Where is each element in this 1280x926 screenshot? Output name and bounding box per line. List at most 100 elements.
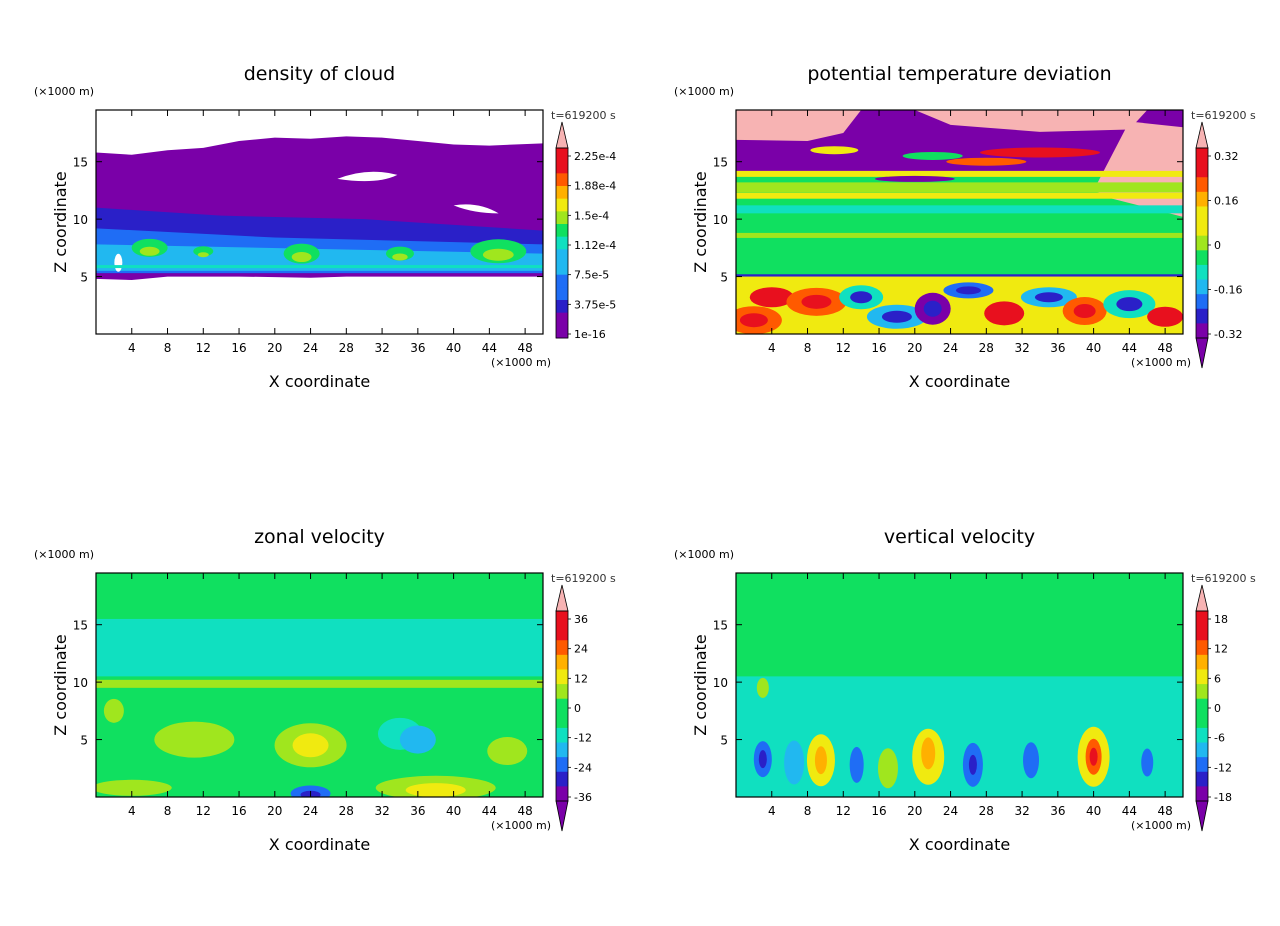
x-tick-label: 44 (482, 341, 497, 355)
x-tick-label: 8 (164, 341, 172, 355)
y-axis-unit: (×1000 m) (674, 548, 734, 561)
y-tick-label: 5 (720, 271, 728, 285)
colorbar-segment (556, 713, 568, 729)
x-tick-label: 8 (804, 341, 812, 355)
colorbar-frame (555, 610, 569, 802)
colorbar-segment (556, 224, 568, 238)
x-tick-label: 36 (1050, 341, 1065, 355)
colorbar-segment (556, 611, 568, 627)
colorbar-segment (1196, 294, 1208, 310)
x-tick-label: 24 (943, 804, 958, 818)
x-tick-label: 4 (128, 804, 136, 818)
x-tick-label: 44 (1122, 341, 1137, 355)
x-tick-label: 16 (231, 804, 246, 818)
colorbar-label: -12 (574, 732, 592, 745)
x-tick-label: 36 (1050, 804, 1065, 818)
colorbar-segment (556, 312, 568, 326)
x-tick-label: 12 (196, 804, 211, 818)
panel-2: potential temperature deviation (×1000 m)… (674, 63, 1256, 391)
chart-title: vertical velocity (884, 526, 1035, 548)
colorbar-label: -36 (574, 791, 592, 804)
colorbar-segment (556, 236, 568, 250)
colorbar-extend-max (1195, 584, 1209, 612)
colorbar-segment (1196, 640, 1208, 656)
x-tick-label: 32 (1014, 804, 1029, 818)
x-tick-label: 20 (267, 804, 282, 818)
colorbar-segment (1196, 625, 1208, 641)
colorbar-extend-max (555, 121, 569, 149)
colorbar-label: 12 (1214, 643, 1228, 656)
colorbar-extend-max (1195, 121, 1209, 149)
colorbar-segment (556, 287, 568, 301)
x-tick-label: 16 (871, 341, 886, 355)
y-tick-label: 5 (80, 734, 88, 748)
y-tick-label: 5 (80, 271, 88, 285)
colorbar-label: -0.32 (1214, 328, 1242, 341)
colorbar-label: 12 (574, 672, 588, 685)
x-tick-label: 48 (517, 804, 532, 818)
colorbar-label: -24 (574, 761, 592, 774)
colorbar-segment (556, 669, 568, 685)
colorbar-label: 1e-16 (574, 328, 606, 341)
colorbar-segment (1196, 786, 1208, 802)
colorbar: 36 24 12 0 -12 -24 -36 (555, 584, 592, 832)
colorbar-label: 0 (1214, 239, 1221, 252)
colorbar-segment (1196, 221, 1208, 237)
x-axis-label: X coordinate (269, 372, 370, 391)
plot-frame (735, 572, 1184, 798)
colorbar-segment (1196, 250, 1208, 266)
colorbar-label: 7.5e-5 (574, 269, 609, 282)
colorbar-segment (1196, 323, 1208, 339)
colorbar-label: -6 (1214, 732, 1225, 745)
x-tick-label: 16 (231, 341, 246, 355)
colorbar-label: 18 (1214, 613, 1228, 626)
x-tick-label: 8 (804, 804, 812, 818)
x-tick-label: 44 (1122, 804, 1137, 818)
colorbar-label: 0 (574, 702, 581, 715)
colorbar-segment (556, 148, 568, 162)
contour-field (736, 573, 1183, 797)
x-axis-unit: (×1000 m) (1131, 356, 1191, 369)
colorbar-segment (556, 186, 568, 200)
colorbar-segment (556, 300, 568, 314)
colorbar-label: 0.16 (1214, 195, 1239, 208)
colorbar: 0.32 0.16 0 -0.16 -0.32 (1195, 121, 1242, 369)
colorbar-segment (556, 786, 568, 802)
colorbar-segment (556, 742, 568, 758)
colorbar-extend-min (555, 800, 569, 832)
colorbar-segment (556, 249, 568, 263)
colorbar-label: 2.25e-4 (574, 150, 616, 163)
colorbar-segment (1196, 698, 1208, 714)
y-tick-label: 15 (713, 156, 728, 170)
colorbar-segment (556, 274, 568, 288)
colorbar-segment (556, 727, 568, 744)
x-tick-label: 24 (303, 804, 318, 818)
x-tick-label: 20 (267, 341, 282, 355)
x-axis-label: X coordinate (269, 835, 370, 854)
plot-frame (95, 572, 544, 798)
colorbar-segment (1196, 611, 1208, 627)
time-label: t=619200 s (551, 109, 616, 122)
colorbar-label: 36 (574, 613, 588, 626)
time-label: t=619200 s (1191, 109, 1256, 122)
contour-field (96, 110, 543, 334)
contour-field (96, 573, 543, 797)
colorbar-label: 0 (1214, 702, 1221, 715)
y-tick-label: 15 (73, 156, 88, 170)
y-axis-label: Z coordinate (691, 171, 710, 272)
colorbar-segment (556, 640, 568, 656)
colorbar-label: 3.75e-5 (574, 298, 616, 311)
colorbar: 2.25e-4 1.88e-4 1.5e-4 1.12e-4 7.5e-5 3.75e-5… (555, 121, 616, 341)
x-tick-label: 12 (196, 341, 211, 355)
x-tick-label: 36 (410, 341, 425, 355)
colorbar-label: 6 (1214, 672, 1221, 685)
colorbar-segment (556, 771, 568, 787)
x-tick-label: 24 (303, 341, 318, 355)
y-tick-label: 15 (713, 619, 728, 633)
y-axis-unit: (×1000 m) (34, 548, 94, 561)
x-tick-label: 16 (871, 804, 886, 818)
colorbar-segment (1196, 279, 1208, 295)
colorbar-label: -0.16 (1214, 284, 1242, 297)
chart-title: potential temperature deviation (807, 63, 1111, 85)
